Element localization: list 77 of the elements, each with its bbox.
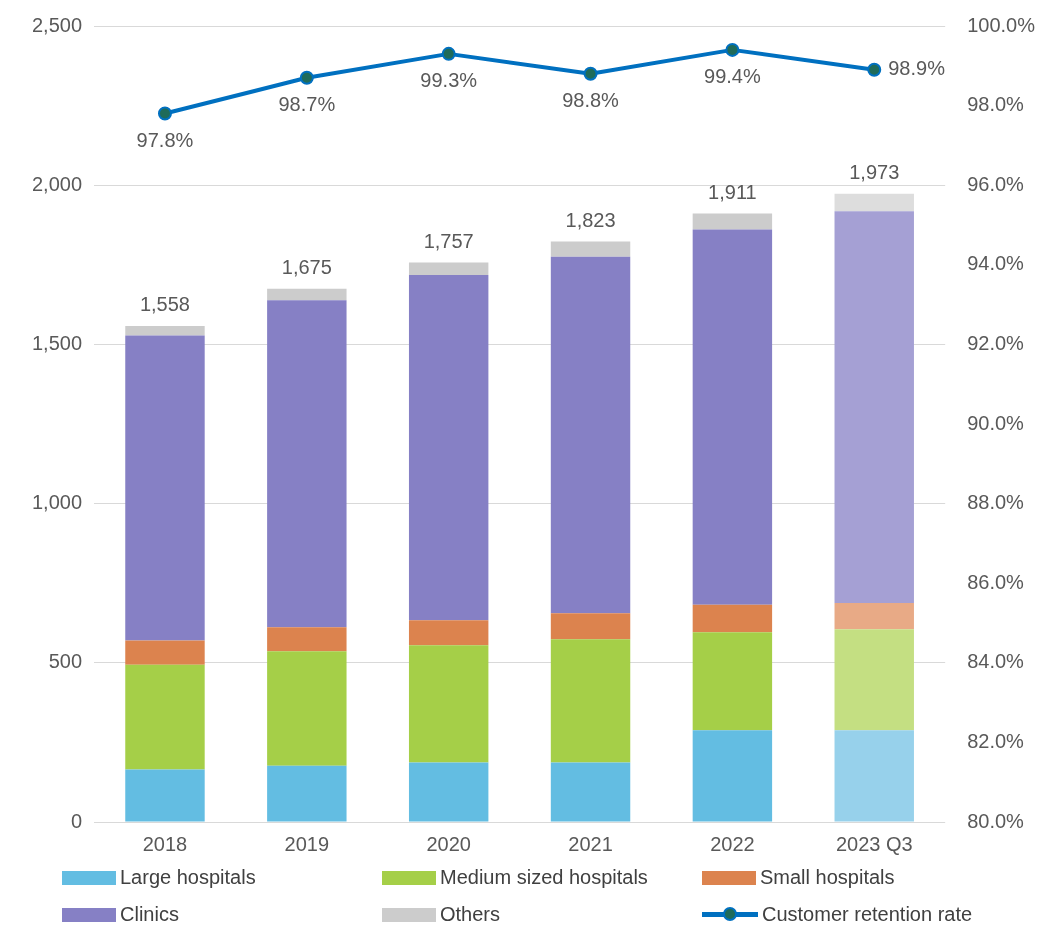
point — [583, 66, 598, 81]
y2-tick-label: 96.0% — [967, 172, 1025, 195]
bar — [408, 262, 489, 275]
legend-label: Customer retention rate — [762, 903, 973, 926]
data-label: 99.4% — [704, 65, 761, 88]
x-tick-label: 2018 — [142, 832, 188, 855]
bar — [267, 627, 347, 652]
bar — [550, 762, 631, 822]
total-label: 1,675 — [281, 256, 332, 279]
bar — [834, 193, 914, 212]
bar — [125, 769, 205, 822]
bar — [125, 664, 205, 770]
bar — [267, 288, 347, 301]
bar — [692, 229, 773, 605]
x-tick-label: 2023 Q3 — [835, 832, 913, 855]
point — [725, 42, 740, 57]
total-label: 1,973 — [849, 161, 900, 184]
y2-tick-label: 100.0% — [967, 13, 1036, 36]
bar — [550, 256, 631, 614]
point — [299, 70, 314, 85]
bar — [834, 629, 914, 731]
bar — [692, 604, 773, 633]
bar — [125, 335, 205, 641]
y-tick-label: 1,000 — [31, 491, 83, 514]
data-label: 98.8% — [562, 89, 620, 112]
y2-tick-label: 90.0% — [967, 411, 1025, 434]
bar — [692, 730, 773, 822]
bar — [550, 639, 631, 763]
bar — [267, 651, 347, 766]
y2-tick-label: 84.0% — [967, 650, 1025, 673]
y2-tick-label: 80.0% — [967, 809, 1025, 832]
bar — [834, 730, 914, 822]
legend-label: Medium sized hospitals — [440, 866, 648, 889]
bar — [125, 325, 205, 336]
bar — [692, 213, 773, 230]
bar — [550, 241, 631, 257]
bar — [408, 620, 489, 646]
data-label: 97.8% — [136, 129, 194, 152]
y-tick-label: 0 — [70, 809, 83, 832]
bar — [834, 602, 914, 630]
y2-tick-label: 92.0% — [967, 331, 1025, 354]
bar — [408, 645, 489, 763]
legend-label: Clinics — [120, 903, 179, 926]
legend-label: Small hospitals — [760, 866, 895, 889]
y2-tick-label: 94.0% — [967, 252, 1025, 275]
bar — [692, 632, 773, 731]
bar — [125, 640, 205, 665]
total-label: 1,911 — [708, 181, 757, 204]
y-tick-label: 500 — [48, 650, 83, 673]
bar — [834, 211, 914, 603]
y2-tick-label: 86.0% — [967, 570, 1025, 593]
y2-tick-label: 82.0% — [967, 729, 1025, 752]
legend-label: Others — [440, 903, 501, 926]
y2-tick-label: 98.0% — [967, 93, 1025, 116]
data-label: 98.7% — [278, 93, 336, 116]
total-label: 1,757 — [423, 230, 474, 253]
total-label: 1,823 — [565, 209, 616, 232]
data-label: 98.9% — [888, 57, 946, 80]
bar — [550, 613, 631, 640]
total-label: 1,558 — [139, 293, 191, 316]
x-tick-label: 2019 — [284, 832, 330, 855]
y-tick-label: 1,500 — [31, 331, 83, 354]
x-tick-label: 2020 — [426, 832, 471, 855]
y2-tick-label: 88.0% — [967, 491, 1025, 514]
point — [441, 46, 456, 61]
bar — [267, 300, 347, 628]
point — [157, 106, 172, 121]
data-label: 99.3% — [420, 69, 478, 92]
legend-label: Large hospitals — [120, 866, 256, 889]
bar — [408, 274, 489, 621]
point — [867, 62, 882, 77]
y-tick-label: 2,500 — [31, 13, 83, 36]
x-tick-label: 2022 — [710, 832, 755, 855]
x-tick-label: 2021 — [568, 832, 613, 855]
bar — [408, 762, 489, 822]
y-tick-label: 2,000 — [31, 172, 83, 195]
bar — [267, 765, 347, 822]
